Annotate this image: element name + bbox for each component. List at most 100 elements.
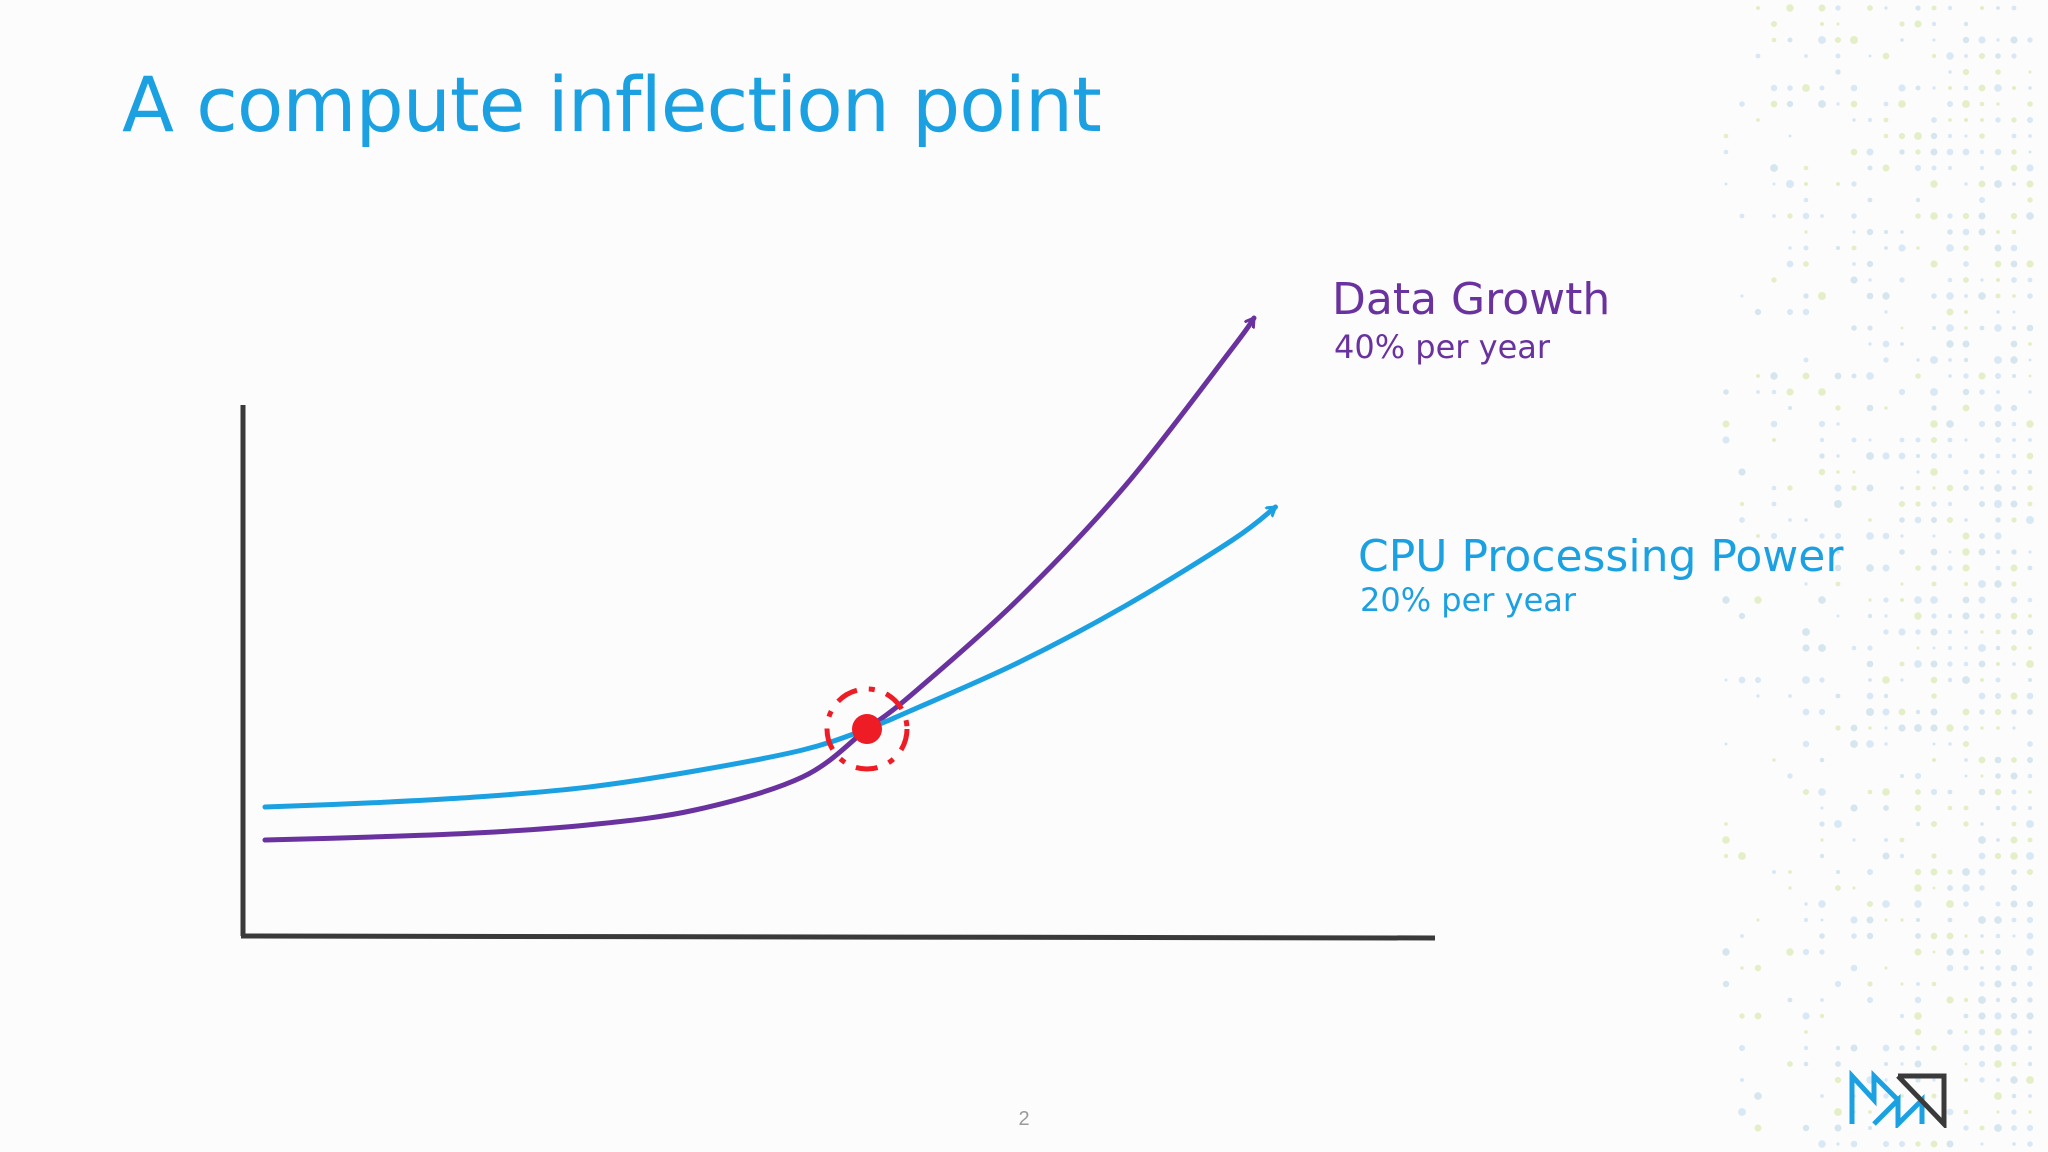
- inflection-point-dot: [852, 714, 882, 744]
- decorative-dot: [1915, 5, 1921, 11]
- decorative-dot: [1916, 982, 1920, 986]
- decorative-dot: [1914, 1028, 1922, 1036]
- decorative-dot: [1994, 404, 2002, 412]
- decorative-dot: [1931, 5, 1937, 11]
- decorative-dot: [1915, 197, 1921, 203]
- decorative-dot: [1932, 1078, 1936, 1082]
- decorative-dot: [1947, 101, 1953, 107]
- decorative-dot: [1868, 726, 1872, 730]
- decorative-dot: [2026, 932, 2034, 940]
- decorative-dot: [1947, 613, 1953, 619]
- decorative-dot: [1803, 917, 1809, 923]
- decorative-dot: [2010, 340, 2018, 348]
- decorative-dot: [1931, 1045, 1937, 1051]
- decorative-dot: [1931, 1093, 1937, 1099]
- decorative-dot: [2026, 916, 2034, 924]
- decorative-dot: [2027, 101, 2033, 107]
- decorative-dot: [2028, 1094, 2032, 1098]
- decorative-dot: [1884, 6, 1888, 10]
- decorative-dot: [1994, 1028, 2002, 1036]
- decorative-dot: [2012, 182, 2016, 186]
- decorative-dot: [1866, 260, 1874, 268]
- decorative-dot: [1963, 277, 1969, 283]
- decorative-dot: [1995, 805, 2001, 811]
- decorative-dot: [1931, 853, 1937, 859]
- decorative-dot: [1994, 324, 2002, 332]
- decorative-dot: [1803, 293, 1809, 299]
- decorative-dot: [1979, 501, 1985, 507]
- decorative-dot: [2012, 486, 2016, 490]
- decorative-dot: [1931, 501, 1937, 507]
- decorative-dot: [1866, 452, 1874, 460]
- decorative-dot: [1931, 517, 1937, 523]
- decorative-dot: [2027, 485, 2033, 491]
- decorative-dot: [1884, 1078, 1888, 1082]
- decorative-dot: [1994, 1012, 2002, 1020]
- decorative-dot: [1930, 628, 1938, 636]
- decorative-dot: [1867, 5, 1873, 11]
- decorative-dot: [1834, 1076, 1842, 1084]
- decorative-dot: [1882, 708, 1890, 716]
- decorative-dot: [1899, 1141, 1905, 1147]
- decorative-dot: [2027, 277, 2033, 283]
- decorative-dot: [1962, 708, 1970, 716]
- decorative-dot: [1930, 388, 1938, 396]
- decorative-dot: [1883, 133, 1889, 139]
- decorative-dot: [1818, 100, 1826, 108]
- decorative-dot: [2028, 134, 2032, 138]
- decorative-dot: [1946, 148, 1954, 156]
- decorative-dot: [2010, 884, 2018, 892]
- decorative-dot: [1979, 133, 1985, 139]
- decorative-dot: [1994, 788, 2002, 796]
- decorative-dot: [2010, 404, 2018, 412]
- decorative-dot: [1947, 517, 1953, 523]
- decorative-dot: [1723, 389, 1729, 395]
- decorative-dot: [1740, 934, 1744, 938]
- decorative-dot: [1947, 917, 1953, 923]
- decorative-dot: [1946, 948, 1954, 956]
- decorative-dot: [1914, 20, 1922, 28]
- decorative-dot: [1867, 165, 1873, 171]
- decorative-dot: [2028, 86, 2032, 90]
- decorative-dot: [1980, 278, 1984, 282]
- decorative-dot: [1946, 724, 1954, 732]
- decorative-dot: [1818, 388, 1826, 396]
- decorative-dot: [1980, 118, 1984, 122]
- decorative-dot: [1786, 388, 1794, 396]
- decorative-dot: [1900, 486, 1904, 490]
- decorative-dot: [1852, 838, 1856, 842]
- decorative-dot: [1835, 725, 1841, 731]
- decorative-dot: [1930, 212, 1938, 220]
- decorative-dot: [1883, 101, 1889, 107]
- decorative-dot: [2026, 852, 2034, 860]
- decorative-dot: [1835, 693, 1841, 699]
- decorative-dot: [2027, 565, 2033, 571]
- cpu-power-label: CPU Processing Power: [1358, 531, 1844, 582]
- decorative-dot: [1978, 852, 1986, 860]
- decorative-dot: [1899, 837, 1905, 843]
- decorative-dot: [2010, 244, 2018, 252]
- decorative-dot: [1946, 932, 1954, 940]
- decorative-dot: [1882, 564, 1890, 572]
- decorative-dot: [2027, 197, 2033, 203]
- decorative-dot: [1820, 806, 1824, 810]
- decorative-dot: [2027, 597, 2033, 603]
- decorative-dot: [1963, 357, 1969, 363]
- decorative-dot: [1963, 965, 1969, 971]
- decorative-dot: [1771, 389, 1777, 395]
- decorative-dot: [1898, 84, 1906, 92]
- decorative-dot: [2011, 1109, 2017, 1115]
- decorative-dot: [2011, 917, 2017, 923]
- decorative-dot: [1914, 516, 1922, 524]
- decorative-dot: [1915, 1077, 1921, 1083]
- data-growth-label-group: Data Growth 40% per year: [1332, 274, 1610, 366]
- decorative-dot: [1899, 1045, 1905, 1051]
- decorative-dot: [1914, 596, 1922, 604]
- decorative-dot: [1914, 724, 1922, 732]
- decorative-dot: [1804, 902, 1808, 906]
- decorative-dot: [1947, 437, 1953, 443]
- decorative-dot: [1931, 405, 1937, 411]
- decorative-dot: [1978, 1028, 1986, 1036]
- decorative-dot: [1995, 373, 2001, 379]
- decorative-dot: [1979, 149, 1985, 155]
